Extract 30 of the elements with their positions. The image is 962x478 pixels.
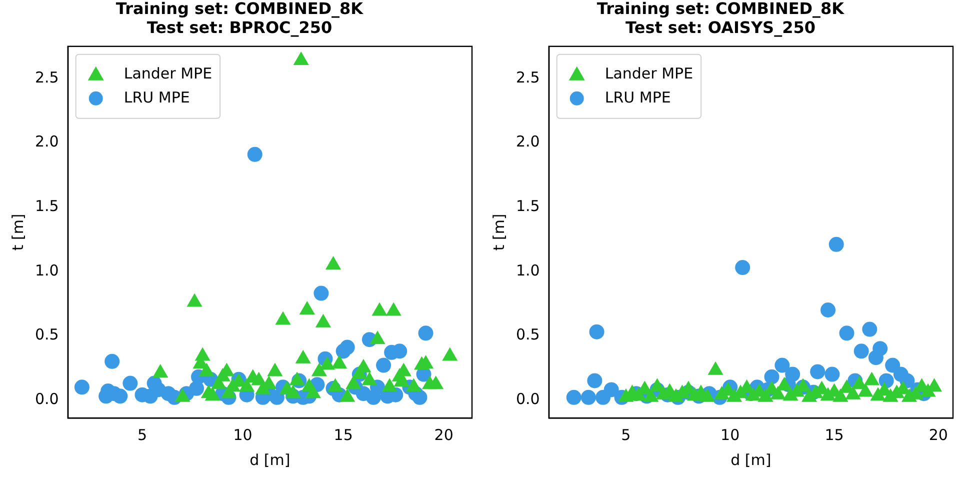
y-tick-label: 0.0 — [34, 390, 59, 408]
x-tick-label: 10 — [233, 426, 252, 444]
y-tick-label: 2.5 — [34, 68, 59, 86]
y-tick-label: 1.0 — [34, 261, 59, 280]
y-tick-label: 0.5 — [34, 326, 59, 344]
x-tick-label: 15 — [824, 426, 844, 444]
y-axis-title: t [m] — [8, 214, 27, 251]
x-tick-label: 15 — [334, 426, 353, 444]
y-tick-label: 2.0 — [516, 132, 540, 151]
x-tick-label: 5 — [137, 426, 148, 444]
legend-label: Lander MPE — [124, 64, 212, 82]
x-tick-label: 5 — [621, 426, 631, 444]
chart-title: Training set: COMBINED_8K Test set: OAISYS_250 — [596, 0, 845, 37]
y-tick-label: 1.5 — [34, 197, 59, 216]
legend-label: LRU MPE — [124, 88, 190, 106]
x-axis-title: d [m] — [730, 450, 772, 469]
y-tick-label: 2.0 — [34, 132, 59, 151]
y-tick-label: 2.5 — [516, 68, 540, 86]
chart-title: Training set: COMBINED_8K Test set: BPROC_250 — [116, 0, 364, 37]
legend-label: LRU MPE — [604, 88, 671, 106]
x-tick-label: 10 — [720, 426, 740, 444]
y-tick-label: 0.0 — [516, 390, 540, 408]
x-tick-label: 20 — [928, 426, 948, 444]
y-tick-label: 1.5 — [516, 197, 540, 216]
x-tick-label: 20 — [434, 426, 454, 444]
y-tick-label: 0.5 — [516, 326, 540, 344]
y-tick-label: 1.0 — [516, 261, 540, 280]
y-axis-title: t [m] — [490, 214, 508, 251]
x-axis-title: d [m] — [250, 450, 290, 469]
legend-label: Lander MPE — [604, 64, 694, 82]
